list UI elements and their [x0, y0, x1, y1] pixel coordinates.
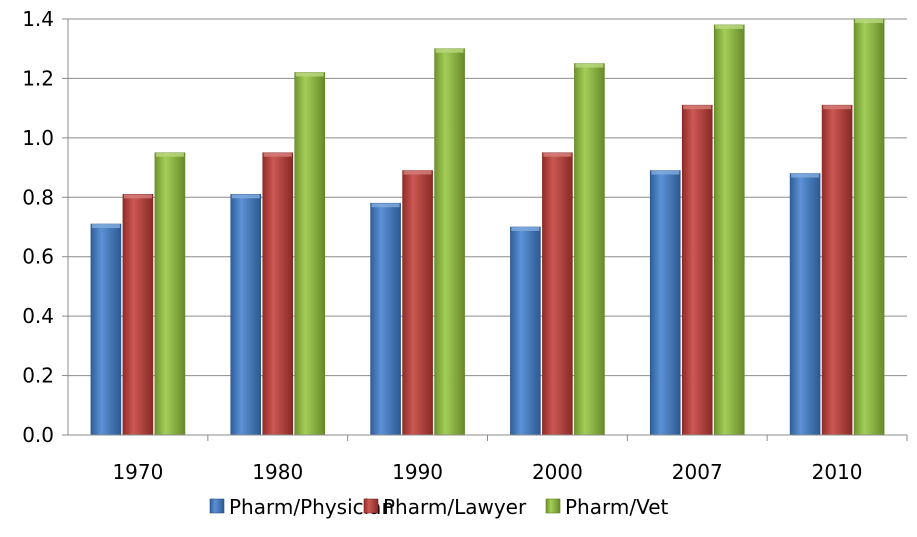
axes — [67, 19, 907, 436]
bar-cap — [855, 19, 884, 23]
x-tick-label: 1990 — [392, 460, 443, 484]
y-tick-label: 0.4 — [22, 304, 54, 328]
y-tick-labels: 0.0 0.2 0.4 0.6 0.8 1.0 1.2 1.4 — [22, 7, 68, 447]
bar-cap — [683, 105, 712, 110]
bar-pharm-lawyer-1980 — [262, 152, 294, 436]
x-tick-label: 2010 — [812, 460, 863, 484]
legend-swatch — [363, 498, 379, 514]
y-tick-label: 0.6 — [22, 245, 54, 269]
bar-cap — [231, 194, 260, 199]
x-tick-label: 1970 — [112, 460, 163, 484]
bar-pharm-lawyer-1990 — [402, 170, 433, 436]
bar-pharm-lawyer-2010 — [821, 104, 853, 436]
bar-cap — [511, 227, 540, 231]
bar-cap — [91, 224, 120, 229]
legend-swatch — [545, 498, 561, 514]
bar-pharm-lawyer-1970 — [122, 194, 154, 436]
bar-pharm-physician-2010 — [789, 173, 821, 436]
bar-pharm-vet-2007 — [713, 24, 745, 436]
x-tick-label: 2000 — [532, 460, 583, 484]
gridlines — [68, 18, 907, 377]
y-tick-label: 1.4 — [22, 7, 54, 31]
legend-swatch — [209, 498, 225, 514]
bar-cap — [715, 24, 744, 29]
bar-pharm-vet-2010 — [853, 18, 885, 436]
bar-pharm-physician-2007 — [649, 170, 681, 436]
bar-cap — [651, 170, 680, 175]
x-tick-labels: 1970 1980 1990 2000 2007 2010 — [112, 435, 908, 484]
bar-pharm-vet-1990 — [434, 48, 465, 436]
x-tick-label: 2007 — [672, 460, 723, 484]
bar-pharm-vet-1980 — [294, 72, 326, 436]
bar-cap — [823, 105, 852, 110]
bar-pharm-lawyer-2007 — [681, 104, 713, 436]
bar-pharm-lawyer-2000 — [542, 152, 573, 436]
bar-cap — [295, 72, 324, 77]
bar-pharm-vet-1970 — [154, 152, 186, 436]
bar-pharm-physician-1990 — [370, 202, 401, 436]
y-tick-label: 0.0 — [22, 423, 54, 447]
bar-cap — [403, 170, 432, 175]
y-tick-label: 0.8 — [22, 185, 54, 209]
bar-pharm-physician-1970 — [90, 223, 122, 436]
bar-cap — [543, 152, 572, 157]
bar-cap — [155, 152, 184, 157]
bar-pharm-physician-2000 — [510, 226, 541, 436]
y-tick-label: 1.2 — [22, 66, 54, 90]
y-tick-label: 0.2 — [22, 364, 54, 388]
y-tick-label: 1.0 — [22, 126, 54, 150]
bar-cap — [123, 194, 152, 199]
bars — [90, 18, 885, 436]
bar-cap — [435, 48, 464, 53]
bar-pharm-physician-1980 — [230, 194, 262, 436]
bar-cap — [575, 63, 604, 68]
bar-pharm-vet-2000 — [574, 63, 605, 436]
x-tick-label: 1980 — [252, 460, 303, 484]
bar-cap — [371, 203, 400, 208]
bar-cap — [263, 152, 292, 157]
legend-label: Pharm/Vet — [565, 495, 669, 519]
bar-cap — [791, 173, 820, 178]
legend-label: Pharm/Lawyer — [383, 495, 527, 519]
